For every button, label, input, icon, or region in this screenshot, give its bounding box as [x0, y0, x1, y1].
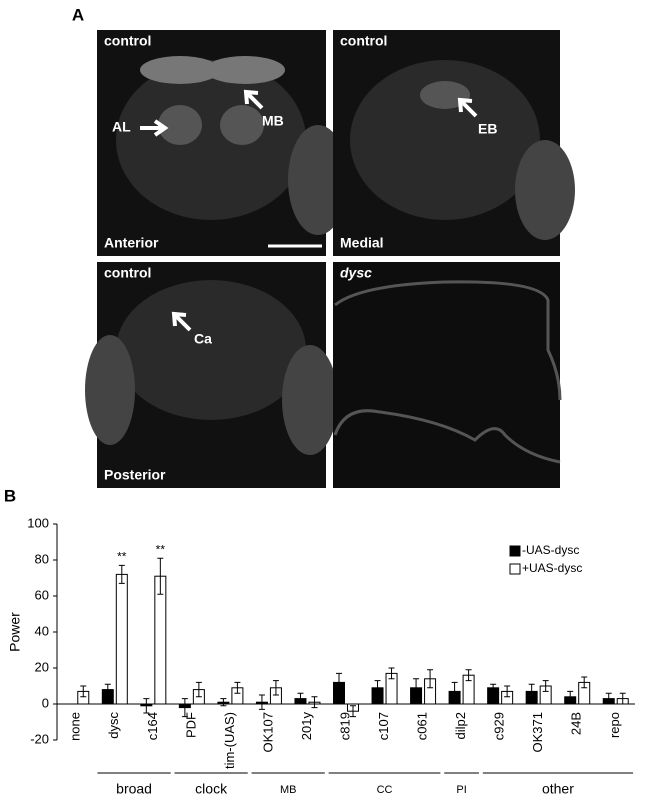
x-tick-label: OK371 [530, 712, 545, 752]
error-bar [619, 692, 626, 705]
error-bar [451, 681, 458, 701]
y-tick-label: 40 [35, 623, 49, 638]
error-bar [504, 685, 511, 698]
x-tick-label: c164 [145, 712, 160, 740]
x-tick-label: 24B [569, 712, 584, 735]
y-tick-label: 0 [42, 695, 49, 710]
error-bar [388, 667, 395, 680]
panel-label: A [72, 5, 84, 24]
image-title: control [340, 33, 387, 49]
error-bar [181, 698, 188, 718]
error-bar [157, 557, 164, 595]
x-tick-label: dilp2 [453, 712, 468, 739]
error-bar [311, 696, 318, 709]
bar [154, 575, 167, 705]
significance: ** [156, 542, 166, 556]
x-tick-label: OK107 [260, 712, 275, 752]
x-tick-label: c061 [415, 712, 430, 740]
group-label: clock [195, 781, 228, 797]
error-bar [605, 692, 612, 705]
panel-label: B [4, 486, 16, 505]
error-bar [350, 705, 356, 718]
x-tick-label: 201y [299, 712, 314, 741]
x-tick-label: c107 [376, 712, 391, 740]
legend-label: +UAS-dysc [522, 561, 582, 575]
image-title: control [104, 265, 151, 281]
image-region: Posterior [104, 467, 166, 483]
legend-label: -UAS-dysc [522, 543, 579, 557]
y-axis-title: Power [7, 612, 23, 652]
group-label: broad [116, 781, 152, 797]
error-bar [336, 672, 342, 692]
error-bar [118, 564, 125, 584]
error-bar [195, 681, 202, 698]
error-bar [490, 683, 497, 692]
error-bar [297, 692, 304, 705]
significance: ** [117, 550, 127, 564]
error-bar [80, 685, 87, 698]
error-bar [542, 680, 549, 692]
x-tick-label: PDF [183, 712, 198, 738]
y-tick-label: 100 [27, 515, 49, 530]
error-bar [465, 669, 472, 682]
arrow-label: MB [262, 113, 284, 129]
group-label: other [542, 781, 574, 797]
x-tick-label: none [68, 712, 83, 741]
error-bar [143, 698, 150, 714]
image-region: Anterior [104, 235, 159, 251]
error-bar [104, 683, 111, 696]
group-label: MB [280, 784, 297, 796]
legend-swatch [509, 563, 521, 575]
y-tick-label: -20 [30, 731, 49, 746]
legend-swatch [509, 545, 521, 557]
y-tick-label: 20 [35, 659, 49, 674]
image-bottom-right: dysc [333, 262, 562, 488]
image-top-left: control Anterior AL MB [97, 30, 348, 256]
x-tick-label: c819 [337, 712, 352, 740]
image-title: control [104, 33, 151, 49]
error-bar [528, 683, 535, 700]
error-bar [413, 678, 420, 698]
group-label: CC [377, 784, 393, 796]
image-region: Medial [340, 235, 384, 251]
error-bar [581, 676, 588, 689]
image-bottom-left: control Posterior Ca [85, 262, 338, 488]
y-tick-label: 60 [35, 587, 49, 602]
image-title: dysc [340, 265, 372, 281]
error-bar [220, 698, 227, 707]
x-tick-label: tim-(UAS) [222, 712, 237, 769]
error-bar [427, 669, 434, 689]
x-tick-label: repo [607, 712, 622, 738]
group-label: PI [456, 784, 466, 796]
bar [115, 573, 128, 705]
arrow-label: EB [478, 121, 497, 137]
arrow-label: Ca [194, 331, 212, 347]
y-tick-label: 80 [35, 551, 49, 566]
arrow-label: AL [112, 119, 131, 135]
error-bar [258, 694, 265, 710]
error-bar [374, 680, 381, 696]
error-bar [567, 690, 574, 703]
error-bar [272, 680, 279, 696]
error-bar [234, 681, 241, 694]
image-top-right: control Medial EB [333, 30, 575, 256]
x-tick-label: c929 [492, 712, 507, 740]
x-tick-label: dysc [106, 712, 121, 739]
